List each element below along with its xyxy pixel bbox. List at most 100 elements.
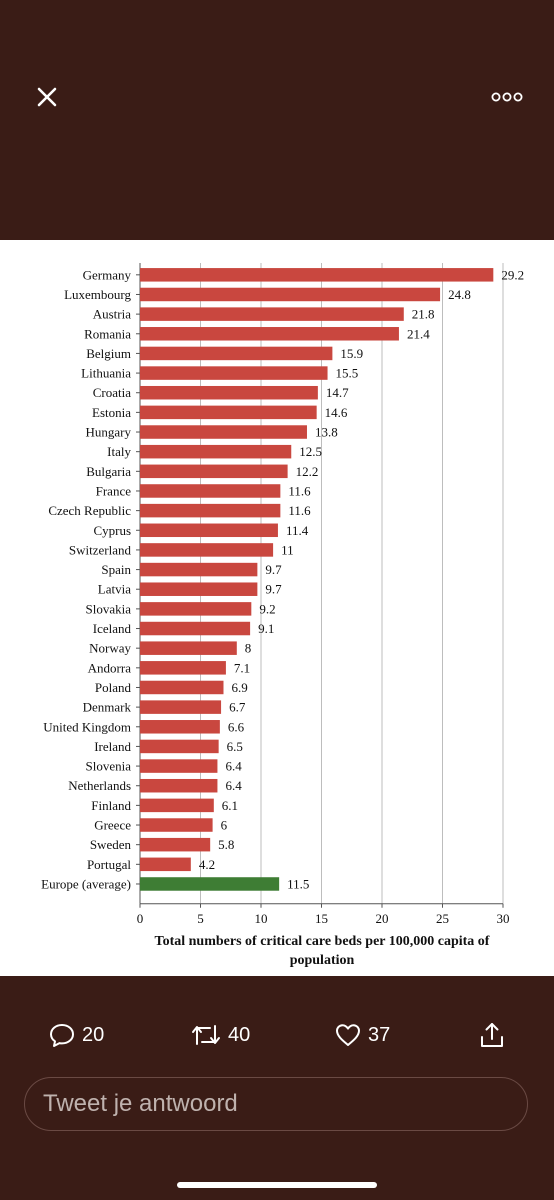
value-label: 11.5 [287, 876, 309, 891]
bar [140, 327, 399, 341]
value-label: 29.2 [501, 267, 524, 282]
value-label: 13.8 [315, 425, 338, 440]
bar [140, 857, 191, 872]
value-label: 15.5 [336, 366, 359, 381]
value-label: 5.8 [218, 837, 234, 852]
tweet-image[interactable]: Germany 29.2 Luxembourg 24.8 Austria 21.8 Roma… [0, 240, 554, 976]
value-label: 21.8 [412, 307, 435, 322]
category-label: Sweden [90, 837, 132, 852]
x-tick-label: 5 [197, 911, 204, 926]
value-label: 6.6 [228, 719, 245, 734]
bar [140, 562, 258, 577]
category-label: Croatia [93, 385, 131, 400]
bar [140, 444, 292, 459]
bar [140, 759, 218, 773]
category-label: Cyprus [93, 523, 131, 538]
bar [140, 818, 213, 832]
value-label: 11.6 [288, 483, 311, 498]
value-label: 9.1 [258, 621, 274, 636]
value-label: 6.9 [231, 680, 247, 695]
more-dots-icon [491, 92, 523, 102]
category-label: Estonia [92, 405, 131, 420]
value-label: 7.1 [234, 660, 250, 675]
bar [140, 680, 224, 695]
x-tick-label: 25 [436, 911, 449, 926]
category-label: United Kingdom [43, 719, 131, 734]
category-label: Europe (average) [41, 876, 131, 891]
tweet-actions: 20 40 37 [0, 1010, 554, 1060]
bar [140, 700, 222, 714]
category-label: Slovakia [86, 601, 132, 616]
category-label: Lithuania [81, 366, 131, 381]
reply-count: 20 [82, 1023, 105, 1046]
category-label: Austria [93, 307, 132, 322]
value-label: 14.7 [326, 385, 349, 400]
reply-button[interactable]: 20 [48, 1010, 104, 1060]
value-label: 15.9 [340, 346, 363, 361]
x-tick-label: 20 [376, 911, 389, 926]
home-indicator [177, 1182, 377, 1188]
value-label: 6.4 [225, 759, 242, 774]
category-label: Czech Republic [48, 503, 131, 518]
bar [140, 385, 318, 400]
like-count: 37 [368, 1023, 391, 1046]
value-label: 9.7 [265, 562, 282, 577]
category-label: Andorra [88, 660, 132, 675]
category-label: Bulgaria [86, 464, 131, 479]
bar-chart: Germany 29.2 Luxembourg 24.8 Austria 21.8 Roma… [41, 263, 524, 968]
bar [140, 366, 328, 380]
x-tick-label: 0 [137, 911, 144, 926]
bar [140, 621, 251, 636]
bar [140, 484, 281, 498]
value-label: 11 [281, 542, 294, 557]
category-label: France [96, 483, 132, 498]
value-label: 9.2 [259, 601, 275, 616]
close-button[interactable] [30, 80, 64, 114]
category-label: Hungary [86, 425, 132, 440]
category-label: Germany [83, 267, 132, 282]
bar [140, 523, 278, 538]
category-label: Spain [101, 562, 131, 577]
bar [140, 425, 307, 439]
category-label: Slovenia [86, 759, 132, 774]
value-label: 11.4 [286, 523, 309, 538]
retweet-button[interactable]: 40 [190, 1010, 250, 1060]
retweet-icon [192, 1025, 220, 1045]
bar [140, 346, 333, 361]
value-label: 11.6 [288, 503, 311, 518]
category-label: Italy [107, 444, 131, 459]
bar [140, 464, 288, 479]
bar [140, 307, 404, 321]
value-label: 21.4 [407, 326, 430, 341]
share-button[interactable] [478, 1010, 512, 1060]
retweet-count: 40 [228, 1023, 251, 1046]
category-label: Greece [94, 818, 131, 833]
value-label: 6.5 [227, 739, 243, 754]
category-label: Portugal [87, 857, 131, 872]
value-label: 12.5 [299, 444, 322, 459]
like-button[interactable]: 37 [334, 1010, 390, 1060]
value-label: 12.2 [296, 464, 319, 479]
bar [140, 661, 226, 675]
average-bar [140, 877, 280, 891]
bar [140, 543, 274, 557]
value-label: 8 [245, 641, 252, 656]
category-label: Ireland [94, 739, 131, 754]
more-options-button[interactable] [486, 86, 528, 108]
bar [140, 720, 220, 734]
bar [140, 268, 494, 282]
value-label: 4.2 [199, 857, 215, 872]
reply-icon [50, 1024, 74, 1047]
category-label: Belgium [86, 346, 131, 361]
x-tick-label: 15 [315, 911, 328, 926]
category-label: Iceland [93, 621, 132, 636]
bar [140, 837, 211, 852]
bar [140, 602, 252, 616]
value-label: 6.7 [229, 700, 246, 715]
reply-input[interactable]: Tweet je antwoord [24, 1077, 528, 1131]
value-label: 6.4 [225, 778, 242, 793]
value-label: 9.7 [265, 582, 282, 597]
category-label: Latvia [98, 582, 131, 597]
bar [140, 778, 218, 793]
value-label: 24.8 [448, 287, 471, 302]
